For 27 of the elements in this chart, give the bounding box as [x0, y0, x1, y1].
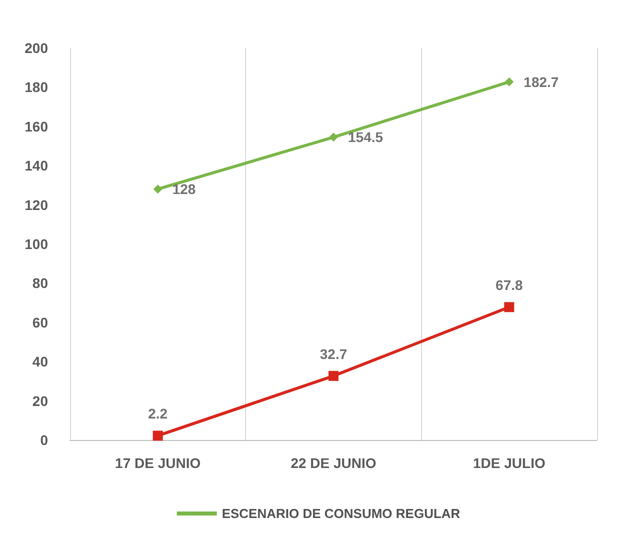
y-tick-label: 120 [24, 196, 48, 213]
y-tick-label: 200 [24, 40, 48, 56]
point [504, 77, 514, 86]
x-tick-label: 17 DE JUNIO [115, 455, 201, 471]
y-tick-label: 20 [32, 392, 48, 409]
legend-label: ESCENARIO DE CONSUMO REGULAR [222, 506, 461, 521]
point [328, 370, 338, 381]
x-tick-label: 22 DE JUNIO [290, 455, 376, 471]
y-tick-label: 80 [32, 275, 48, 292]
y-tick-label: 160 [24, 118, 48, 134]
point [153, 184, 162, 194]
data-label: 67.8 [496, 277, 524, 294]
data-label: 2.2 [148, 406, 168, 422]
point [329, 132, 338, 142]
y-tick-label: 140 [24, 158, 48, 174]
y-tick-label: 100 [24, 236, 48, 252]
point [504, 302, 514, 312]
data-label: 128 [172, 181, 196, 198]
x-tick-label: 1DE JULIO [472, 455, 546, 471]
y-tick-label: 180 [24, 79, 48, 96]
y-tick-label: 0 [40, 432, 48, 448]
data-label: 154.5 [348, 129, 384, 146]
y-tick-label: 60 [32, 314, 48, 330]
point [152, 430, 163, 441]
y-tick-label: 40 [32, 354, 48, 370]
data-label: 32.7 [320, 346, 348, 362]
data-label: 182.7 [524, 74, 559, 90]
